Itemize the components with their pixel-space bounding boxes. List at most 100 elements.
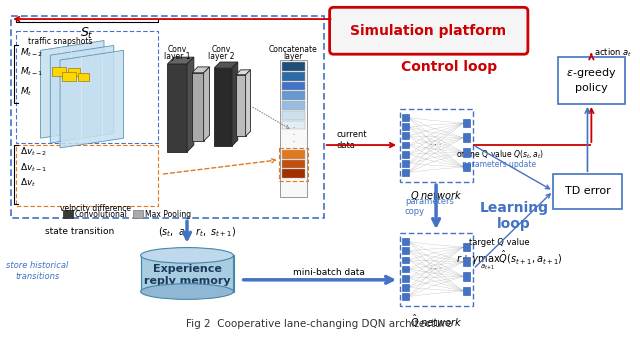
Text: layer 1: layer 1 [164,52,191,61]
Text: $M_t$: $M_t$ [20,85,33,98]
Bar [279,148,308,181]
Polygon shape [246,70,250,136]
Text: $M_{t-2}$: $M_{t-2}$ [20,46,44,58]
Polygon shape [236,70,250,75]
Text: Fig 2  Cooperative lane-changing DQN architecture: Fig 2 Cooperative lane-changing DQN arch… [186,319,452,329]
Text: velocity difference: velocity difference [60,204,131,213]
Bar [282,81,305,90]
Bar [463,272,470,281]
Text: parameters update: parameters update [463,160,536,169]
Polygon shape [168,57,194,64]
Text: layer: layer [283,52,302,61]
Bar [402,275,409,282]
Bar [553,174,621,209]
Text: $M_{t-1}$: $M_{t-1}$ [20,66,44,78]
Bar [463,243,470,251]
Text: ·
·
·: · · · [292,125,294,145]
Polygon shape [192,67,209,73]
Polygon shape [60,50,124,148]
Bar [402,142,409,148]
Text: current
data: current data [337,130,367,150]
Bar [463,163,470,171]
Text: $\epsilon$-greedy: $\epsilon$-greedy [566,66,617,80]
Bar [402,293,409,300]
Text: $\Delta v_{t-2}$: $\Delta v_{t-2}$ [20,146,47,158]
Bar [62,72,76,80]
Text: Simulation platform: Simulation platform [350,24,506,38]
Bar [282,101,305,110]
Bar [463,287,470,295]
Polygon shape [204,67,209,141]
Bar [402,114,409,121]
Bar [463,133,470,142]
Bar [141,256,234,292]
Text: Concatenate: Concatenate [268,45,317,54]
Text: mini-batch data: mini-batch data [292,267,365,276]
Bar [402,169,409,176]
Bar [133,211,143,218]
Bar [400,233,473,306]
Bar [463,119,470,127]
Text: TD error: TD error [564,186,611,196]
Text: state transition: state transition [45,227,114,237]
Bar [282,111,305,120]
Bar [63,211,73,218]
Polygon shape [214,62,238,68]
Text: target Q value: target Q value [469,238,530,247]
Text: Max Pooling: Max Pooling [145,210,191,219]
Bar [16,145,157,206]
Text: layer 2: layer 2 [208,52,234,61]
Bar [282,91,305,100]
Text: $\hat{Q}$ network: $\hat{Q}$ network [410,313,463,330]
Bar [282,121,305,129]
Bar [12,16,324,218]
Bar [402,123,409,130]
Ellipse shape [141,248,234,263]
Text: Convolutional: Convolutional [75,210,127,219]
Bar [402,266,409,272]
Text: Control loop: Control loop [401,60,497,74]
Text: reply memory: reply memory [144,276,230,286]
Bar [77,73,90,80]
Text: store historical
transitions: store historical transitions [6,261,68,281]
Bar [282,150,305,159]
Bar [402,160,409,167]
Polygon shape [232,62,238,146]
Bar [16,31,157,143]
Text: $r + \gamma \max_{a_{t+1}}\hat{Q}(s_{t+1}, a_{t+1})$: $r + \gamma \max_{a_{t+1}}\hat{Q}(s_{t+1… [456,248,563,272]
Text: online Q value $Q(s_t, a_t)$: online Q value $Q(s_t, a_t)$ [456,149,543,161]
Text: Learning
loop: Learning loop [480,201,548,232]
Bar [282,169,305,178]
Bar [192,73,204,141]
Bar [463,257,470,266]
Text: $\Delta v_{t-1}$: $\Delta v_{t-1}$ [20,161,47,174]
Text: $\Delta v_t$: $\Delta v_t$ [20,177,36,189]
Bar [402,151,409,158]
Text: policy: policy [575,83,608,93]
Text: $\boldsymbol{S_t}$: $\boldsymbol{S_t}$ [79,26,93,41]
Bar [68,68,79,76]
Bar [282,72,305,80]
Text: action $a_t$: action $a_t$ [595,47,632,59]
Bar [236,75,246,136]
Text: · · ·: · · · [431,266,442,272]
Text: Conv: Conv [212,45,231,54]
Bar [400,109,473,182]
Bar [52,67,66,76]
Bar [214,68,232,146]
Bar [280,60,307,197]
Polygon shape [51,45,114,143]
Bar [463,148,470,157]
Bar [402,257,409,263]
Text: $Q$ network: $Q$ network [410,189,463,202]
Text: parameters
copy: parameters copy [405,197,454,216]
Bar [402,132,409,139]
Bar [282,62,305,71]
Polygon shape [187,57,194,152]
Bar [402,247,409,254]
Polygon shape [40,41,104,138]
FancyBboxPatch shape [330,7,528,54]
Text: · · ·: · · · [431,142,442,148]
Bar [168,64,187,152]
Text: traffic snapshots: traffic snapshots [28,37,92,46]
